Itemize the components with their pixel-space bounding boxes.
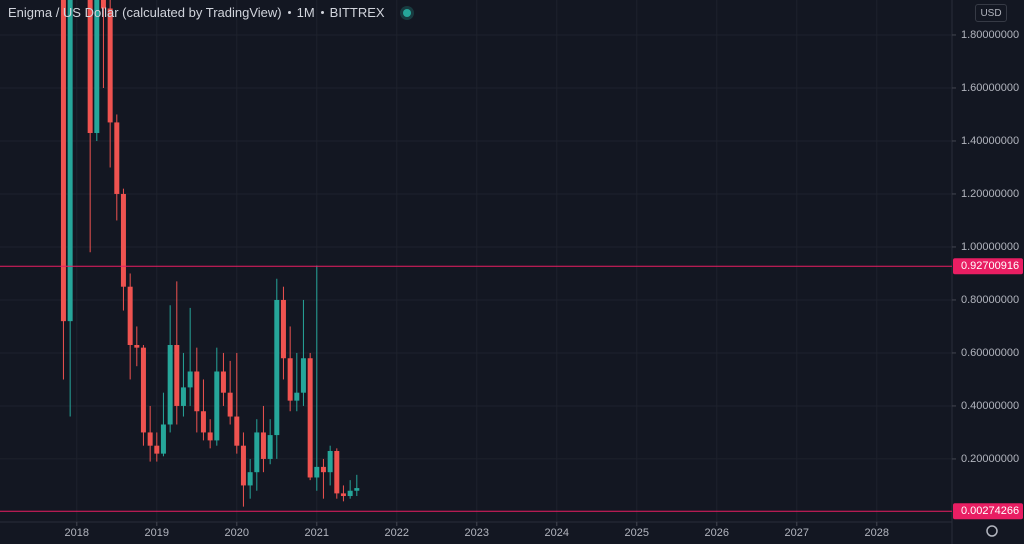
candle-body — [320, 466, 326, 473]
candle-body — [334, 450, 340, 494]
candle-body — [314, 466, 320, 478]
candle-body — [180, 387, 186, 406]
candle-body — [94, 0, 100, 134]
y-tick-label: 0.60000000 — [961, 347, 1019, 359]
y-tick-label: 0.20000000 — [961, 453, 1019, 465]
x-tick-label: 2020 — [225, 527, 249, 539]
x-tick-label: 2018 — [65, 527, 89, 539]
candle-body — [120, 193, 126, 287]
exchange: BITTREX — [329, 5, 385, 20]
candle-body — [247, 472, 253, 486]
x-tick-label: 2024 — [545, 527, 569, 539]
legend-header: Enigma / US Dollar (calculated by Tradin… — [8, 5, 411, 20]
candle-body — [140, 347, 146, 433]
price-label: 0.00274266 — [961, 505, 1019, 517]
candle-body — [154, 445, 160, 454]
candle-body — [127, 286, 133, 345]
price-label: 0.92700916 — [961, 260, 1019, 272]
candle-body — [134, 344, 140, 348]
currency-button[interactable]: USD — [975, 4, 1007, 22]
candle-body — [167, 344, 173, 425]
separator — [287, 11, 291, 14]
y-tick-label: 0.40000000 — [961, 400, 1019, 412]
candle-body — [174, 344, 180, 406]
x-tick-label: 2026 — [705, 527, 729, 539]
candle-body — [200, 411, 206, 433]
candle-body — [340, 493, 346, 497]
y-tick-label: 1.40000000 — [961, 135, 1019, 147]
candle-body — [107, 8, 113, 123]
y-tick-label: 1.80000000 — [961, 29, 1019, 41]
candle-body — [294, 392, 300, 401]
candle-body — [207, 432, 213, 441]
candle-body — [60, 0, 66, 322]
y-tick-label: 0.80000000 — [961, 294, 1019, 306]
candle-body — [260, 432, 266, 459]
symbol-title: Enigma / US Dollar (calculated by Tradin… — [8, 5, 282, 20]
currency-label: USD — [980, 7, 1002, 19]
candle-body — [274, 299, 280, 436]
candle-body — [254, 432, 260, 473]
candle-body — [187, 371, 193, 388]
overlay: 0.92700916 0.00274266 — [0, 258, 1023, 520]
candle-body — [87, 0, 93, 134]
candle-body — [194, 371, 200, 412]
x-tick-label: 2027 — [785, 527, 809, 539]
x-tick-label: 2021 — [305, 527, 329, 539]
interval[interactable]: 1M — [296, 5, 315, 20]
market-status[interactable] — [402, 8, 411, 17]
candle-body — [220, 371, 226, 393]
x-tick-label: 2022 — [385, 527, 409, 539]
candle-body — [234, 416, 240, 446]
candle-body — [327, 450, 333, 473]
candle-body — [287, 358, 293, 401]
candle-body — [214, 371, 220, 441]
y-tick-label: 1.60000000 — [961, 82, 1019, 94]
x-tick-label: 2023 — [465, 527, 489, 539]
candle-body — [100, 0, 106, 9]
candle-body — [347, 490, 353, 497]
plot-area — [60, 0, 360, 507]
candle-body — [354, 488, 360, 491]
price-label-box — [953, 258, 1023, 275]
candle-body — [114, 122, 120, 194]
candle-body — [67, 0, 73, 322]
candle-body — [227, 392, 233, 417]
candle-body — [147, 432, 153, 446]
candle-body — [280, 299, 286, 359]
candle-body — [300, 358, 306, 393]
candle-body — [307, 358, 313, 478]
price-label-box — [953, 503, 1023, 520]
x-tick-label: 2019 — [145, 527, 169, 539]
grid — [0, 0, 952, 522]
candle-body — [160, 424, 166, 454]
x-tick-label: 2028 — [865, 527, 889, 539]
y-tick-label: 1.20000000 — [961, 188, 1019, 200]
candle-body — [267, 435, 273, 459]
separator — [320, 11, 324, 14]
y-tick-label: 1.00000000 — [961, 241, 1019, 253]
candle-body — [240, 445, 246, 486]
settings-icon[interactable] — [986, 525, 998, 537]
x-tick-label: 2025 — [625, 527, 649, 539]
